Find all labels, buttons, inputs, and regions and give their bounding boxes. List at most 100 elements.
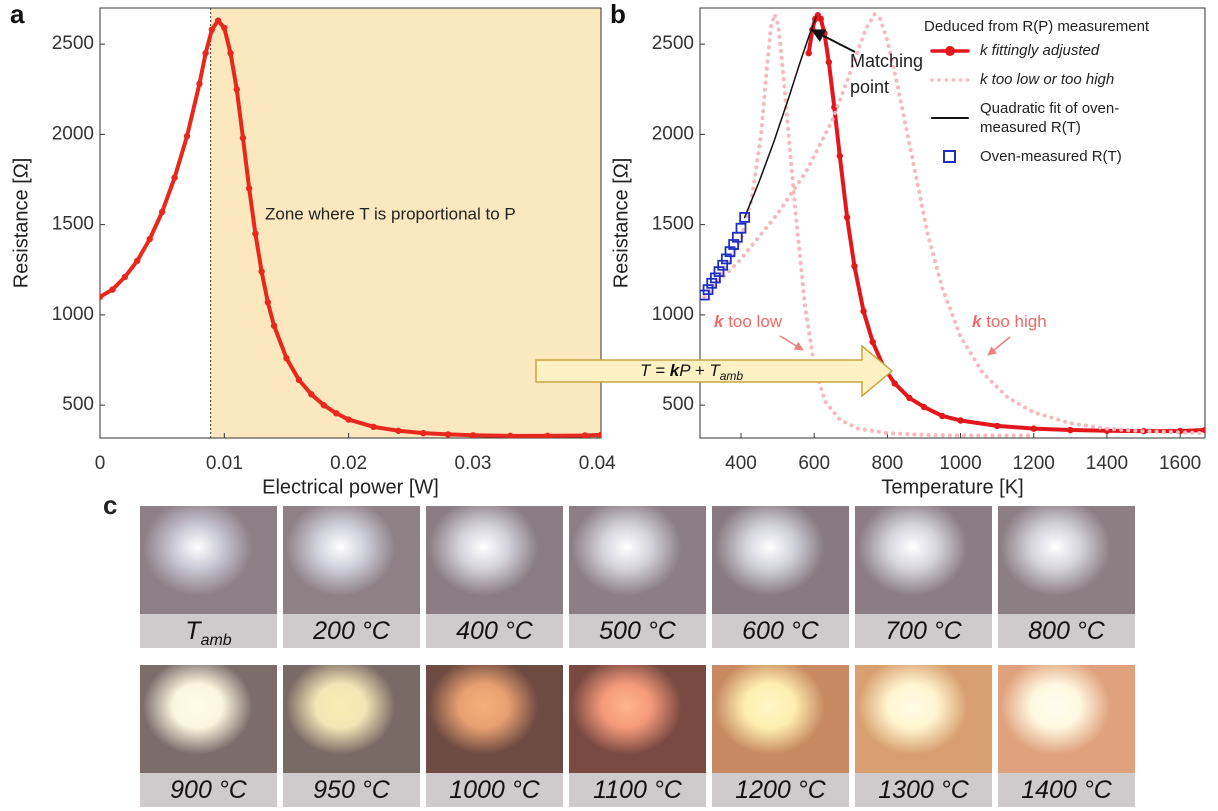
data-point: [370, 423, 377, 431]
photo: 700 °C: [855, 506, 992, 648]
charts: Zone where T is proportional to P 500 1000…: [10, 0, 1206, 498]
photo-image: [998, 506, 1135, 614]
y-tick-label: 2500: [652, 33, 694, 54]
photo-caption: 400 °C: [426, 614, 563, 648]
x-tick-label: 1600: [1159, 453, 1201, 474]
data-point: [507, 432, 514, 438]
legend-swatch: [930, 45, 970, 56]
series-line: [100, 18, 601, 438]
data-point: [320, 401, 327, 409]
formula-part: P + T: [679, 361, 721, 380]
data-point: [581, 432, 589, 438]
x-tick-label: 800: [872, 453, 904, 474]
data-point: [939, 412, 946, 420]
x-axis-label: Electrical power [W]: [262, 476, 439, 498]
photo: 500 °C: [569, 506, 706, 648]
photo-panel: c Tamb 200 °C 400 °C 500 °C 600 °C 700 °C 800 °…: [0, 490, 1218, 811]
photo-image: [712, 506, 849, 614]
photo-caption: 1100 °C: [569, 773, 706, 807]
photo-image: [569, 506, 706, 614]
data-point: [957, 417, 964, 424]
photo-caption: 600 °C: [712, 614, 849, 648]
zone-label: Zone where T is proportional to P: [265, 204, 516, 223]
formula-part: k: [670, 361, 681, 380]
data-point: [1030, 425, 1037, 432]
data-point: [825, 58, 833, 66]
photo: Tamb: [140, 506, 277, 648]
photo-caption: 500 °C: [569, 614, 706, 648]
photo: 1200 °C: [712, 665, 849, 807]
x-tick-label: 0.02: [330, 453, 367, 474]
x-tick-label: 1200: [1013, 453, 1055, 474]
data-point: [333, 410, 340, 417]
series-group: [100, 17, 601, 438]
panel-label: c: [103, 490, 118, 520]
photo-image: [855, 665, 992, 773]
data-point: [183, 132, 191, 140]
photo: 800 °C: [998, 506, 1135, 648]
data-point: [739, 212, 751, 223]
annotation: k too low: [714, 312, 783, 331]
y-tick-label: 2000: [652, 123, 694, 144]
data-point: [239, 134, 247, 142]
photo: 1400 °C: [998, 665, 1135, 807]
photo: 950 °C: [283, 665, 420, 807]
photo: 200 °C: [283, 506, 420, 648]
series-group: [700, 12, 1205, 438]
formula: T = kP + Tamb: [640, 361, 743, 383]
annotation-line: Matching: [850, 51, 923, 71]
caption-main: T: [185, 617, 201, 645]
photo-row: Tamb 200 °C 400 °C 500 °C 600 °C 700 °C 800 °C: [140, 506, 1135, 648]
data-point: [906, 394, 913, 402]
panel-label: b: [610, 0, 626, 29]
y-axis-label: Resistance [Ω]: [10, 158, 32, 289]
legend-swatch: [931, 117, 969, 119]
photo-image: [569, 665, 706, 773]
photo: 1100 °C: [569, 665, 706, 807]
data-point: [121, 273, 129, 281]
photo-caption: 950 °C: [283, 773, 420, 807]
legend-label: k fittingly adjusted: [980, 42, 1100, 59]
data-point: [208, 26, 216, 33]
x-tick-label: 0.04: [579, 453, 616, 474]
photo: 1300 °C: [855, 665, 992, 807]
data-point: [869, 338, 876, 346]
annotation-arrow: [987, 336, 1011, 356]
data-point: [158, 208, 166, 216]
y-tick-label: 1500: [652, 214, 694, 235]
data-point: [252, 230, 259, 237]
x-tick-label: 1000: [939, 453, 981, 474]
data-point: [395, 427, 402, 434]
photo-image: [140, 506, 277, 614]
photo-image: [426, 665, 563, 773]
photo-image: [283, 506, 420, 614]
x-tick-label: 0.03: [454, 453, 491, 474]
photo-image: [140, 665, 277, 773]
data-point: [196, 80, 203, 88]
data-point: [735, 222, 747, 234]
data-point: [469, 432, 477, 438]
annotation-text: too low: [723, 312, 782, 331]
plot-frame: [699, 7, 1206, 439]
y-axis-label: Resistance [Ω]: [610, 158, 632, 289]
data-point: [295, 376, 303, 384]
legend-entry: k too low or too high: [928, 70, 1214, 89]
plot-frame: [99, 7, 602, 439]
data-point: [544, 432, 551, 438]
photo: 900 °C: [140, 665, 277, 807]
legend-entry: Quadratic fit of oven-measured R(T): [928, 99, 1214, 137]
data-point: [891, 380, 898, 387]
data-point: [171, 174, 178, 181]
data-point: [245, 185, 253, 192]
legend-label: Quadratic fit of oven-measured R(T): [980, 100, 1120, 136]
legend-symbol: [945, 45, 955, 56]
legend-entry: Oven-measured R(T): [928, 147, 1214, 166]
data-point: [817, 15, 824, 23]
data-point: [843, 214, 851, 221]
annotation-arrow: [779, 335, 804, 351]
data-point: [221, 24, 228, 32]
series-line: [702, 12, 1036, 438]
data-point: [597, 431, 601, 438]
legend-swatch: [930, 77, 970, 82]
panel-label: a: [10, 0, 25, 29]
